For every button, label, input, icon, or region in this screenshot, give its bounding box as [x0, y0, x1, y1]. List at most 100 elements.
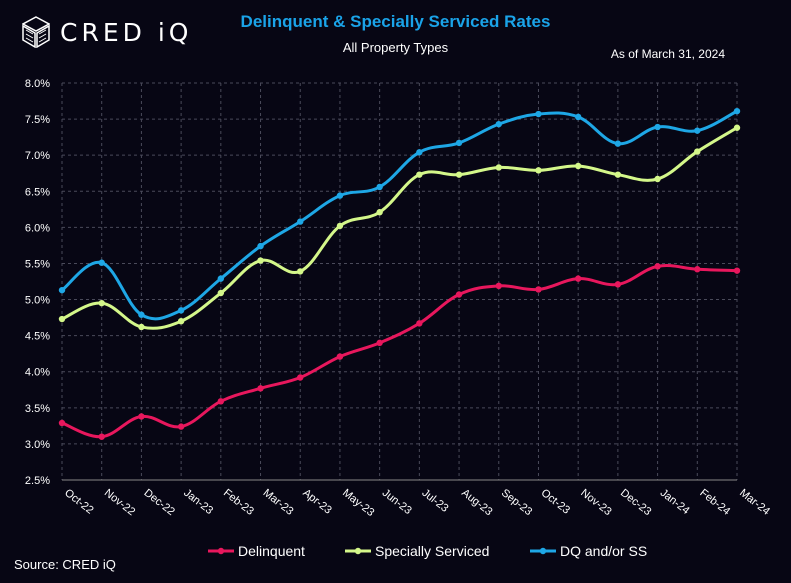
y-tick-label: 6.0% [25, 222, 50, 234]
data-point-dq-and-or-ss [733, 107, 741, 115]
x-tick-label: Jan-23 [181, 487, 215, 517]
cube-logo-icon [22, 16, 50, 48]
data-point-dq-and-or-ss [416, 149, 423, 156]
x-tick-label: Feb-23 [221, 487, 256, 518]
data-point-delinquent [177, 423, 185, 430]
y-tick-label: 3.0% [25, 439, 50, 451]
data-point-specially-serviced [574, 162, 582, 170]
legend-label: Specially Serviced [375, 543, 489, 559]
x-tick-label: Nov-23 [578, 487, 613, 518]
data-point-dq-and-or-ss [694, 127, 701, 134]
data-point-dq-and-or-ss [257, 242, 264, 250]
data-point-dq-and-or-ss [297, 218, 304, 225]
data-point-specially-serviced [336, 222, 344, 230]
data-point-delinquent [455, 291, 463, 298]
data-point-delinquent [336, 353, 344, 360]
data-point-dq-and-or-ss [217, 275, 225, 282]
data-point-specially-serviced [535, 167, 542, 174]
x-tick-label: Dec-23 [618, 487, 653, 518]
chart-title: Delinquent & Specially Serviced Rates [240, 12, 551, 31]
y-tick-label: 7.5% [25, 114, 50, 126]
y-tick-label: 4.5% [25, 331, 50, 343]
data-point-delinquent [733, 267, 741, 274]
data-point-specially-serviced [416, 171, 423, 178]
x-tick-label: Aug-23 [459, 487, 494, 518]
series-line-specially-serviced [60, 126, 739, 330]
y-tick-label: 5.0% [25, 295, 50, 307]
data-point-specially-serviced [733, 124, 741, 131]
legend: Delinquent Specially Serviced DQ and/or SS [208, 543, 647, 559]
logo-text: CRED iQ [60, 17, 193, 47]
x-tick-label: Oct-22 [62, 487, 95, 517]
data-point-specially-serviced [98, 299, 105, 307]
data-point-dq-and-or-ss [98, 259, 105, 266]
data-point-delinquent [138, 413, 145, 420]
data-point-specially-serviced [138, 323, 145, 331]
x-tick-label: Mar-23 [261, 487, 296, 518]
data-point-dq-and-or-ss [58, 286, 66, 294]
data-point-dq-and-or-ss [455, 139, 463, 147]
x-tick-label: Dec-22 [142, 487, 177, 518]
x-tick-label: Mar-24 [737, 487, 772, 518]
data-point-dq-and-or-ss [535, 110, 542, 118]
grid-lines [61, 82, 738, 481]
data-point-dq-and-or-ss [654, 123, 661, 131]
y-tick-label: 6.5% [25, 186, 50, 198]
legend-swatch-marker [354, 547, 362, 555]
cred-iq-logo: CRED iQ [22, 16, 192, 48]
data-point-specially-serviced [694, 148, 701, 155]
source-note: Source: CRED iQ [14, 557, 116, 572]
data-point-delinquent [614, 281, 622, 288]
legend-item-dq-and-or-ss: DQ and/or SS [530, 543, 647, 559]
y-tick-label: 8.0% [25, 78, 50, 90]
data-point-specially-serviced [177, 318, 185, 325]
data-point-delinquent [694, 266, 701, 273]
x-axis-ticks: Oct-22 Nov-22 Dec-22 Jan-23 Feb-23 Mar-23 Apr-… [62, 487, 772, 519]
legend-item-delinquent: Delinquent [208, 543, 305, 559]
data-point-delinquent [376, 339, 383, 347]
x-tick-label: Jul-23 [420, 487, 451, 515]
series-line-delinquent [60, 264, 739, 439]
x-tick-label: Oct-23 [539, 487, 572, 517]
data-point-specially-serviced [297, 268, 304, 275]
data-point-specially-serviced [654, 175, 661, 183]
data-point-delinquent [58, 419, 66, 427]
as-of-date: As of March 31, 2024 [610, 47, 725, 61]
data-point-delinquent [257, 385, 264, 392]
y-tick-label: 2.5% [25, 475, 50, 487]
x-tick-label: May-23 [340, 487, 376, 519]
y-tick-label: 5.5% [25, 258, 50, 270]
x-tick-label: Jun-23 [380, 487, 414, 517]
data-point-specially-serviced [217, 289, 225, 297]
data-point-specially-serviced [376, 209, 383, 216]
data-point-delinquent [297, 374, 304, 381]
data-point-dq-and-or-ss [495, 120, 502, 128]
data-point-dq-and-or-ss [138, 311, 145, 318]
series-line-dq-and-or-ss [60, 109, 739, 321]
legend-item-specially-serviced: Specially Serviced [345, 543, 489, 559]
x-tick-label: Apr-23 [300, 487, 333, 517]
data-point-specially-serviced [455, 171, 463, 178]
legend-swatch-marker [217, 547, 225, 555]
x-tick-label: Nov-22 [102, 487, 137, 518]
data-point-dq-and-or-ss [614, 140, 622, 147]
data-point-specially-serviced [58, 315, 66, 323]
legend-label: Delinquent [238, 543, 305, 559]
data-point-delinquent [98, 433, 105, 440]
legend-swatch-marker [539, 547, 547, 555]
series-lines [58, 107, 741, 440]
data-point-dq-and-or-ss [177, 307, 185, 314]
data-point-specially-serviced [495, 164, 502, 171]
data-point-delinquent [574, 275, 582, 282]
x-tick-label: Jan-24 [658, 487, 692, 517]
data-point-dq-and-or-ss [574, 113, 582, 121]
data-point-delinquent [535, 286, 542, 293]
data-point-delinquent [416, 320, 423, 327]
legend-label: DQ and/or SS [560, 543, 647, 559]
data-point-specially-serviced [614, 171, 622, 178]
y-axis-ticks: 2.5% 3.0% 3.5% 4.0% 4.5% 5.0% 5.5% 6.0% 6.5% 7.0%… [25, 78, 50, 487]
data-point-dq-and-or-ss [376, 183, 383, 191]
data-point-specially-serviced [257, 257, 264, 264]
x-tick-label: Sep-23 [499, 487, 534, 518]
